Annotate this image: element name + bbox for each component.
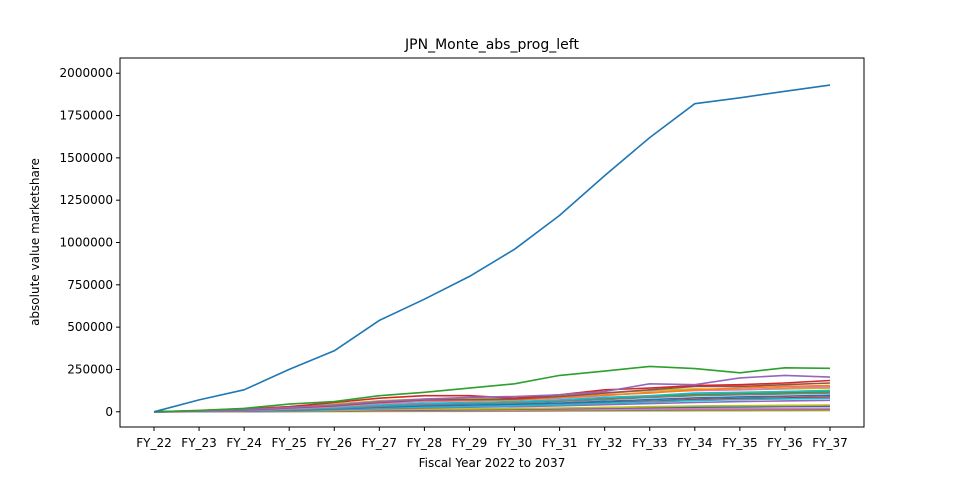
- x-tick-label: FY_24: [226, 436, 262, 450]
- x-tick-label: FY_37: [812, 436, 848, 450]
- x-tick-label: FY_34: [677, 436, 713, 450]
- chart-title: JPN_Monte_abs_prog_left: [404, 37, 579, 53]
- series-line-1: [153, 84, 831, 413]
- x-tick-label: FY_31: [542, 436, 578, 450]
- y-axis: 0 250000 500000 750000 1000000 1250000 1500000…: [60, 66, 120, 419]
- x-tick-label: FY_29: [452, 436, 488, 450]
- x-tick-label: FY_35: [722, 436, 758, 450]
- x-axis-label: Fiscal Year 2022 to 2037: [419, 456, 566, 470]
- series-line-3: [153, 374, 831, 413]
- x-tick-label: FY_30: [497, 436, 533, 450]
- y-tick-label: 1250000: [60, 193, 113, 207]
- y-tick-label: 250000: [67, 362, 113, 376]
- x-tick-label: FY_23: [181, 436, 217, 450]
- y-tick-label: 1750000: [60, 109, 113, 123]
- x-tick-label: FY_28: [407, 436, 443, 450]
- x-tick-label: FY_25: [271, 436, 307, 450]
- series-line-2: [153, 365, 831, 413]
- x-tick-label: FY_33: [632, 436, 668, 450]
- y-tick-label: 2000000: [60, 66, 113, 80]
- x-tick-label: FY_27: [362, 436, 398, 450]
- y-tick-label: 1500000: [60, 151, 113, 165]
- x-tick-label: FY_26: [317, 436, 353, 450]
- y-tick-label: 500000: [67, 320, 113, 334]
- x-tick-label: FY_36: [767, 436, 803, 450]
- series-layer: [153, 84, 831, 413]
- x-tick-label: FY_22: [136, 436, 172, 450]
- y-tick-label: 750000: [67, 278, 113, 292]
- y-tick-label: 1000000: [60, 236, 113, 250]
- y-axis-label: absolute value marketshare: [28, 158, 42, 326]
- x-axis: FY_22 FY_23 FY_24 FY_25 FY_26 FY_27 FY_28 FY_29…: [136, 427, 848, 450]
- x-tick-label: FY_32: [587, 436, 623, 450]
- y-tick-label: 0: [105, 405, 113, 419]
